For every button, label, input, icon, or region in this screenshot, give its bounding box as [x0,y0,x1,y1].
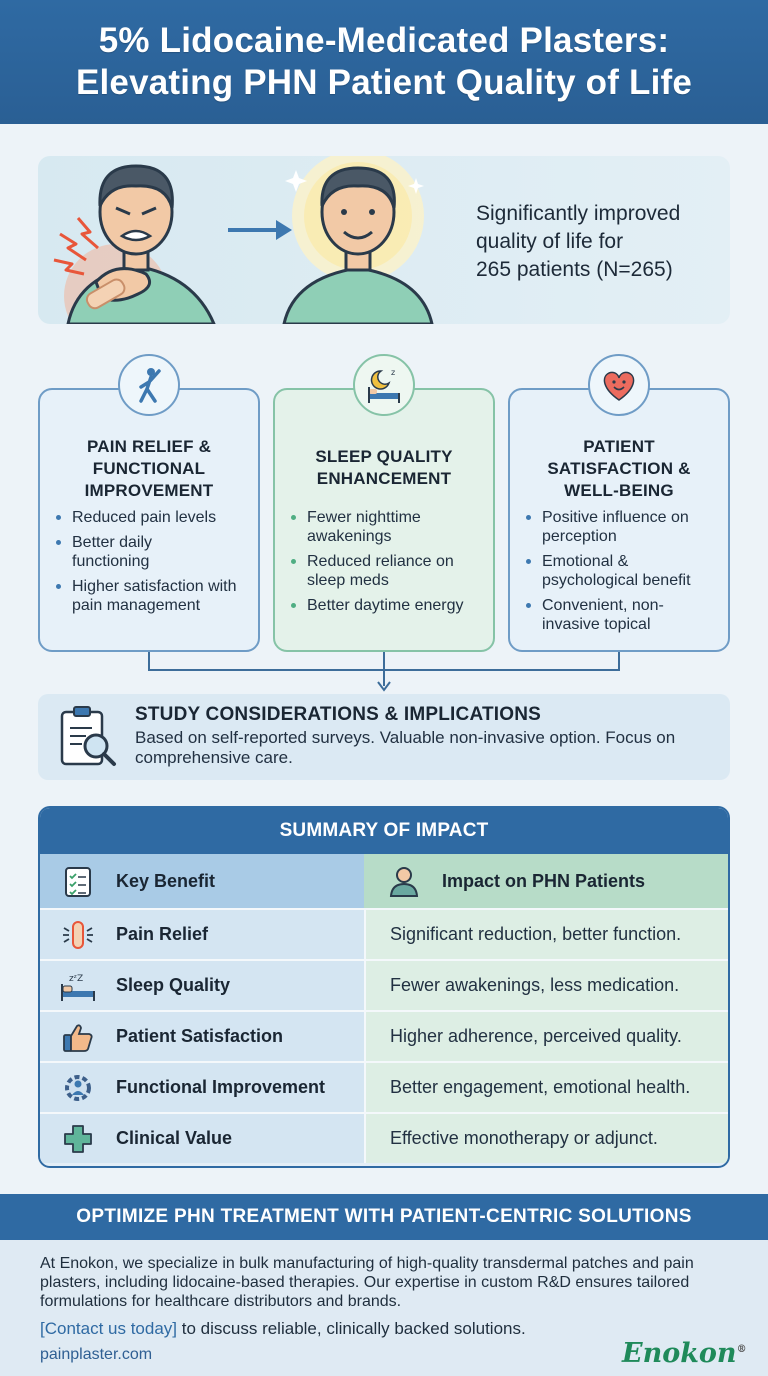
website-link[interactable]: painplaster.com [40,1346,153,1363]
title-line-1: 5% Lidocaine-Medicated Plasters: [98,21,670,60]
medical-cross-icon [58,1119,98,1159]
table-title: SUMMARY OF IMPACT [40,808,728,854]
card-patient-satisfaction: PATIENT SATISFACTION & WELL-BEING Positi… [508,354,730,652]
hero-summary-text: Significantly improved quality of life f… [476,200,726,284]
card-connector-lines [148,652,620,692]
benefit-cell: Clinical Value [40,1114,364,1163]
thumbs-up-icon [58,1017,98,1057]
sleeping-bed-moon-icon: z [353,354,415,416]
header-cell-impact: Impact on PHN Patients [364,854,728,908]
impact-value: Fewer awakenings, less medication. [390,975,680,995]
clipboard-magnifier-icon [60,706,116,766]
study-considerations-panel: STUDY CONSIDERATIONS & IMPLICATIONS Base… [38,694,730,780]
card-title-line: PAIN RELIEF & [86,437,212,456]
cta-banner: OPTIMIZE PHN TREATMENT WITH PATIENT-CENT… [0,1194,768,1240]
impact-cell: Significant reduction, better function. [364,910,728,959]
card-bullet-list: Reduced pain levels Better daily functio… [56,508,256,621]
stretching-person-icon [118,354,180,416]
card-bullet-list: Fewer nighttime awakenings Reduced relia… [291,508,491,621]
impact-cell: Better engagement, emotional health. [364,1063,728,1112]
benefit-label: Pain Relief [116,924,209,944]
card-title-line: PATIENT [583,437,655,456]
contact-text: to discuss reliable, clinically backed s… [177,1319,526,1338]
person-icon [384,861,424,901]
benefit-label: Clinical Value [116,1128,233,1148]
card-pain-relief: PAIN RELIEF & FUNCTIONAL IMPROVEMENT Red… [38,354,260,652]
table-row: Patient Satisfaction Higher adherence, p… [40,1010,728,1061]
hero-text-line-1: Significantly improved [476,202,681,225]
card-title: PATIENT SATISFACTION & WELL-BEING [510,436,728,502]
logo-text: Enokon [622,1338,737,1369]
card-title-line: IMPROVEMENT [84,481,214,500]
summary-impact-table: SUMMARY OF IMPACT Key Benefit [38,806,730,1168]
card-sleep-quality: z SLEEP QUALITY ENHANCEMENT Fewer nightt… [273,354,495,652]
card-title-line: WELL-BEING [564,481,674,500]
svg-text:z: z [391,368,395,377]
impact-value: Effective monotherapy or adjunct. [390,1128,658,1148]
table-row: zᶻZ Sleep Quality Fewer awakenings, less… [40,959,728,1010]
list-item: Emotional & psychological benefit [526,552,726,590]
card-title: SLEEP QUALITY ENHANCEMENT [275,446,493,490]
list-item: Convenient, non-invasive topical [526,596,706,634]
study-text: Based on self-reported surveys. Valuable… [135,728,676,767]
contact-line: [Contact us today] to discuss reliable, … [40,1319,526,1339]
benefit-cell: Pain Relief [40,910,364,959]
benefit-label: Functional Improvement [116,1077,326,1097]
hero-text-line-2: quality of life for [476,230,624,253]
table-row: Functional Improvement Better engagement… [40,1061,728,1112]
impact-cell: Effective monotherapy or adjunct. [364,1114,728,1163]
table-row: Clinical Value Effective monotherapy or … [40,1112,728,1163]
card-title-line: ENHANCEMENT [316,469,452,488]
card-title-line: SLEEP QUALITY [315,447,453,466]
hero-panel: Significantly improved quality of life f… [38,156,730,324]
list-item: Better daily functioning [56,533,166,571]
brand-logo: Enokon® [622,1338,747,1369]
table-header-row: Key Benefit Impact on PHN Patients [40,854,728,908]
list-item: Reduced reliance on sleep meds [291,552,481,590]
before-after-illustration [53,156,434,324]
checklist-icon [58,861,98,901]
benefit-label: Patient Satisfaction [116,1026,284,1046]
hero-text-line-3: 265 patients (N=265) [476,258,673,281]
list-item: Higher satisfaction with pain management [56,577,256,615]
impact-cell: Fewer awakenings, less medication. [364,961,728,1010]
gear-person-icon [58,1068,98,1108]
card-bullet-list: Positive influence on perception Emotion… [526,508,726,640]
page-title: 5% Lidocaine-Medicated Plasters: Elevati… [76,20,692,104]
sleep-bed-icon: zᶻZ [58,966,98,1006]
header-cell-benefit: Key Benefit [40,854,364,908]
registered-mark: ® [736,1344,747,1355]
title-line-2: Elevating PHN Patient Quality of Life [75,63,693,102]
study-title: STUDY CONSIDERATIONS & IMPLICATIONS [135,704,542,725]
impact-value: Significant reduction, better function. [390,924,682,944]
contact-link[interactable]: [Contact us today] [40,1319,178,1338]
bandage-pain-icon [58,915,98,955]
list-item: Reduced pain levels [56,508,256,527]
benefit-cell: Patient Satisfaction [40,1012,364,1061]
bandage-icon [85,278,126,310]
header-banner: 5% Lidocaine-Medicated Plasters: Elevati… [0,0,768,124]
table-row: Pain Relief Significant reduction, bette… [40,908,728,959]
benefit-cell: Functional Improvement [40,1063,364,1112]
impact-cell: Higher adherence, perceived quality. [364,1012,728,1061]
impact-value: Better engagement, emotional health. [390,1077,691,1097]
header-label-impact: Impact on PHN Patients [442,870,646,891]
svg-text:zᶻZ: zᶻZ [69,974,83,984]
card-title: PAIN RELIEF & FUNCTIONAL IMPROVEMENT [40,436,258,502]
smiling-heart-icon [588,354,650,416]
footer-body-text: At Enokon, we specialize in bulk manufac… [40,1255,694,1310]
benefit-label: Sleep Quality [116,975,231,995]
list-item: Positive influence on perception [526,508,706,546]
header-label-benefit: Key Benefit [116,870,216,891]
list-item: Fewer nighttime awakenings [291,508,451,546]
list-item: Better daytime energy [291,596,491,615]
pain-lightning-icon [53,217,99,276]
benefit-cell: zᶻZ Sleep Quality [40,961,364,1010]
card-title-line: SATISFACTION & [547,459,691,478]
footer: At Enokon, we specialize in bulk manufac… [0,1240,768,1376]
arrow-right-icon [228,220,292,240]
impact-value: Higher adherence, perceived quality. [390,1026,682,1046]
card-title-line: FUNCTIONAL [92,459,206,478]
